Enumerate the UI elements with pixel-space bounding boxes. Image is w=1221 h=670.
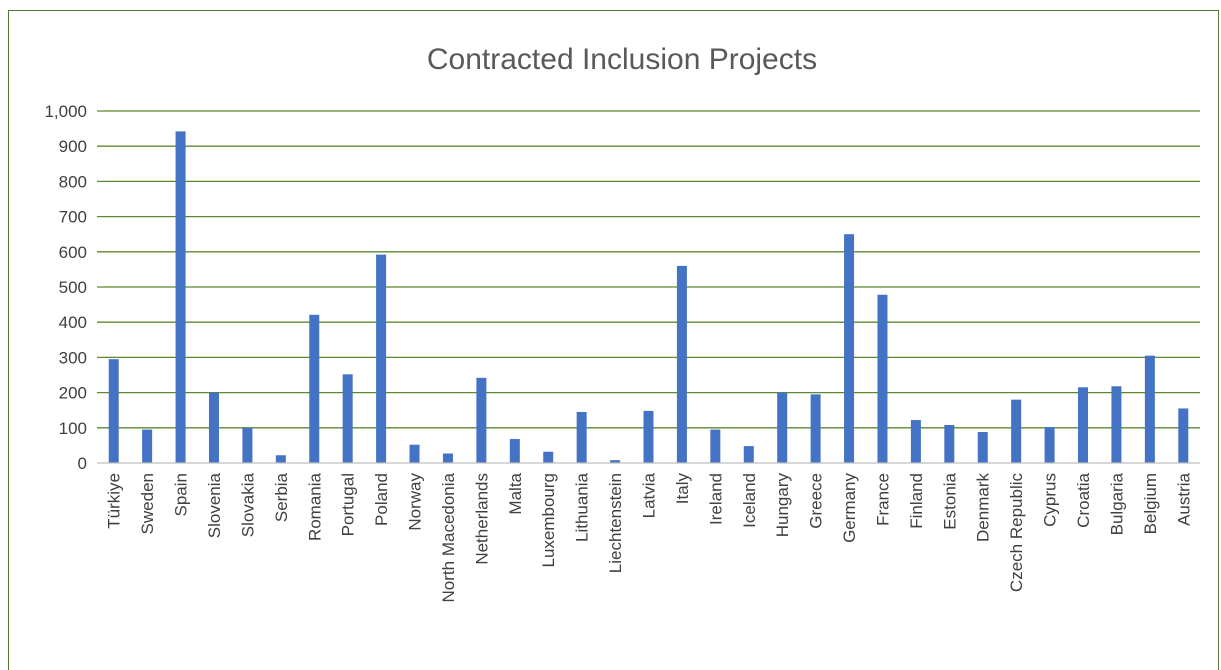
x-tick-label: Iceland	[740, 473, 759, 528]
bar	[509, 439, 520, 463]
x-tick-label: France	[873, 473, 892, 526]
bar	[743, 446, 754, 463]
bar	[543, 451, 554, 463]
bar	[1144, 355, 1155, 463]
x-tick-label: Ireland	[706, 473, 725, 525]
x-tick-label: Belgium	[1141, 473, 1160, 534]
chart-frame: Contracted Inclusion Projects 0 100 200 300…	[8, 10, 1219, 670]
x-tick-label: Bulgaria	[1107, 472, 1126, 535]
y-tick-label: 300	[59, 348, 87, 367]
bar	[309, 314, 320, 463]
bar	[977, 432, 988, 463]
x-tick-label: Slovakia	[238, 472, 257, 537]
y-tick-label: 700	[59, 208, 87, 227]
x-tick-label: Sweden	[138, 473, 157, 534]
bar	[877, 294, 888, 463]
y-tick-label: 1,000	[44, 102, 87, 121]
bar	[1111, 386, 1122, 463]
bar	[242, 427, 253, 463]
y-tick-label: 400	[59, 313, 87, 332]
bar	[208, 392, 219, 463]
y-tick-label: 100	[59, 419, 87, 438]
x-tick-label: Liechtenstein	[606, 473, 625, 573]
x-tick-label: Estonia	[940, 472, 959, 529]
bar	[710, 429, 721, 463]
bar	[777, 392, 788, 463]
y-axis-tick-labels: 0 100 200 300 400 500 600 700 800 900 1,000	[44, 102, 87, 473]
bar-chart: Contracted Inclusion Projects 0 100 200 300…	[44, 43, 1200, 602]
x-tick-label: Czech Republic	[1007, 473, 1026, 593]
bar	[810, 394, 821, 463]
x-tick-label: Finland	[907, 473, 926, 529]
bar	[1044, 427, 1055, 463]
x-tick-label: Netherlands	[472, 473, 491, 565]
x-tick-label: North Macedonia	[439, 472, 458, 602]
x-tick-label: Cyprus	[1041, 473, 1060, 527]
x-tick-label: Luxembourg	[539, 473, 558, 568]
x-tick-label: Romania	[305, 472, 324, 541]
bar	[275, 455, 286, 463]
y-tick-label: 200	[59, 384, 87, 403]
x-tick-label: Germany	[840, 473, 859, 543]
bar	[108, 359, 119, 463]
y-tick-label: 0	[78, 454, 87, 473]
chart-title: Contracted Inclusion Projects	[427, 43, 817, 76]
bar	[944, 424, 955, 463]
y-tick-label: 500	[59, 278, 87, 297]
bar	[676, 265, 687, 463]
bar	[442, 453, 453, 463]
bar	[342, 374, 353, 463]
x-tick-label: Denmark	[974, 473, 993, 542]
bar	[142, 429, 153, 463]
x-tick-label: Spain	[172, 473, 191, 516]
x-axis-tick-labels: Türkiye Sweden Spain Slovenia Slovakia Serbia…	[105, 472, 1194, 602]
bar	[376, 254, 387, 463]
bar	[409, 444, 420, 463]
bar	[610, 460, 621, 463]
bar	[844, 234, 855, 463]
bar	[576, 411, 587, 463]
x-tick-label: Malta	[506, 472, 525, 514]
bar	[1178, 408, 1189, 463]
bar	[476, 377, 487, 463]
x-tick-label: Greece	[807, 473, 826, 529]
x-tick-label: Slovenia	[205, 472, 224, 538]
x-tick-label: Hungary	[773, 473, 792, 538]
x-tick-label: Norway	[406, 473, 425, 531]
y-tick-label: 800	[59, 172, 87, 191]
bar	[1078, 387, 1089, 463]
x-tick-label: Portugal	[339, 473, 358, 536]
x-tick-label: Croatia	[1074, 472, 1093, 527]
bars	[108, 131, 1189, 463]
x-tick-label: Italy	[673, 473, 692, 505]
x-tick-label: Poland	[372, 473, 391, 526]
bar	[1011, 399, 1022, 463]
x-tick-label: Austria	[1174, 472, 1193, 525]
bar	[643, 410, 654, 463]
x-tick-label: Latvia	[640, 472, 659, 518]
gridlines	[97, 110, 1200, 429]
x-tick-label: Serbia	[272, 472, 291, 522]
bar	[175, 131, 186, 463]
y-tick-label: 900	[59, 137, 87, 156]
x-tick-label: Türkiye	[105, 473, 124, 529]
y-tick-label: 600	[59, 243, 87, 262]
x-tick-label: Lithuania	[573, 472, 592, 542]
bar	[910, 420, 921, 463]
